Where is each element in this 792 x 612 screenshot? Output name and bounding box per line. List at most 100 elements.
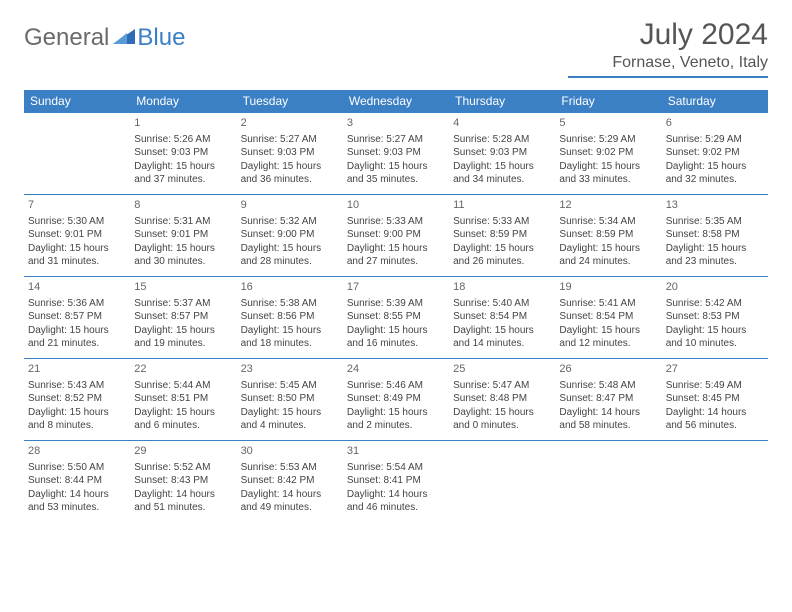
sunset-line: Sunset: 9:03 PM [347,146,445,160]
sunrise-line: Sunrise: 5:29 AM [559,133,657,147]
day-header: Saturday [662,90,768,113]
sunrise-line: Sunrise: 5:40 AM [453,297,551,311]
sunset-line: Sunset: 9:01 PM [28,228,126,242]
day-number: 16 [241,280,339,295]
calendar-cell: 5 Sunrise: 5:29 AMSunset: 9:02 PMDaylight… [555,113,661,195]
calendar-cell: 14Sunrise: 5:36 AMSunset: 8:57 PMDayligh… [24,277,130,359]
sunrise-line: Sunrise: 5:46 AM [347,379,445,393]
calendar-cell [24,113,130,195]
daylight-line: Daylight: 14 hours and 51 minutes. [134,488,232,515]
sunset-line: Sunset: 8:50 PM [241,392,339,406]
calendar-cell: 15Sunrise: 5:37 AMSunset: 8:57 PMDayligh… [130,277,236,359]
daylight-line: Daylight: 15 hours and 0 minutes. [453,406,551,433]
day-number: 25 [453,362,551,377]
daylight-line: Daylight: 15 hours and 33 minutes. [559,160,657,187]
sunrise-line: Sunrise: 5:33 AM [453,215,551,229]
daylight-line: Daylight: 15 hours and 24 minutes. [559,242,657,269]
day-number: 23 [241,362,339,377]
daylight-line: Daylight: 15 hours and 31 minutes. [28,242,126,269]
sunset-line: Sunset: 8:57 PM [28,310,126,324]
day-number: 2 [241,116,339,131]
sunrise-line: Sunrise: 5:37 AM [134,297,232,311]
calendar-cell: 12Sunrise: 5:34 AMSunset: 8:59 PMDayligh… [555,195,661,277]
sunset-line: Sunset: 8:52 PM [28,392,126,406]
calendar-cell: 19Sunrise: 5:41 AMSunset: 8:54 PMDayligh… [555,277,661,359]
sunrise-line: Sunrise: 5:53 AM [241,461,339,475]
day-number: 12 [559,198,657,213]
calendar-cell [449,441,555,523]
daylight-line: Daylight: 14 hours and 58 minutes. [559,406,657,433]
sunset-line: Sunset: 8:47 PM [559,392,657,406]
day-header: Friday [555,90,661,113]
day-number: 22 [134,362,232,377]
logo-triangle-icon [113,27,135,50]
calendar-cell: 6Sunrise: 5:29 AMSunset: 9:02 PMDaylight… [662,113,768,195]
calendar-cell: 8Sunrise: 5:31 AMSunset: 9:01 PMDaylight… [130,195,236,277]
calendar-row: 1Sunrise: 5:26 AMSunset: 9:03 PMDaylight… [24,113,768,195]
day-number: 9 [241,198,339,213]
calendar-row: 14Sunrise: 5:36 AMSunset: 8:57 PMDayligh… [24,277,768,359]
calendar-cell: 22Sunrise: 5:44 AMSunset: 8:51 PMDayligh… [130,359,236,441]
calendar-cell: 18Sunrise: 5:40 AMSunset: 8:54 PMDayligh… [449,277,555,359]
sunrise-line: Sunrise: 5:27 AM [241,133,339,147]
calendar-table: SundayMondayTuesdayWednesdayThursdayFrid… [24,90,768,523]
daylight-line: Daylight: 15 hours and 16 minutes. [347,324,445,351]
calendar-cell: 21Sunrise: 5:43 AMSunset: 8:52 PMDayligh… [24,359,130,441]
day-number: 7 [28,198,126,213]
day-number: 10 [347,198,445,213]
sunrise-line: Sunrise: 5:28 AM [453,133,551,147]
calendar-cell: 31Sunrise: 5:54 AMSunset: 8:41 PMDayligh… [343,441,449,523]
sunrise-line: Sunrise: 5:27 AM [347,133,445,147]
daylight-line: Daylight: 15 hours and 12 minutes. [559,324,657,351]
day-number: 31 [347,444,445,459]
calendar-row: 21Sunrise: 5:43 AMSunset: 8:52 PMDayligh… [24,359,768,441]
calendar-cell [662,441,768,523]
daylight-line: Daylight: 15 hours and 36 minutes. [241,160,339,187]
daylight-line: Daylight: 15 hours and 34 minutes. [453,160,551,187]
sunset-line: Sunset: 9:03 PM [453,146,551,160]
daylight-line: Daylight: 15 hours and 35 minutes. [347,160,445,187]
day-header: Monday [130,90,236,113]
daylight-line: Daylight: 15 hours and 28 minutes. [241,242,339,269]
sunset-line: Sunset: 9:01 PM [134,228,232,242]
daylight-line: Daylight: 15 hours and 2 minutes. [347,406,445,433]
sunrise-line: Sunrise: 5:54 AM [347,461,445,475]
sunset-line: Sunset: 9:03 PM [134,146,232,160]
calendar-cell: 11Sunrise: 5:33 AMSunset: 8:59 PMDayligh… [449,195,555,277]
day-number: 17 [347,280,445,295]
sunset-line: Sunset: 9:02 PM [666,146,764,160]
daylight-line: Daylight: 14 hours and 56 minutes. [666,406,764,433]
daylight-line: Daylight: 14 hours and 53 minutes. [28,488,126,515]
sunset-line: Sunset: 8:41 PM [347,474,445,488]
daylight-line: Daylight: 15 hours and 10 minutes. [666,324,764,351]
daylight-line: Daylight: 15 hours and 27 minutes. [347,242,445,269]
sunset-line: Sunset: 9:02 PM [559,146,657,160]
sunrise-line: Sunrise: 5:26 AM [134,133,232,147]
calendar-cell: 1Sunrise: 5:26 AMSunset: 9:03 PMDaylight… [130,113,236,195]
sunset-line: Sunset: 8:42 PM [241,474,339,488]
calendar-cell: 10Sunrise: 5:33 AMSunset: 9:00 PMDayligh… [343,195,449,277]
day-number: 5 [559,116,657,131]
day-number: 28 [28,444,126,459]
daylight-line: Daylight: 15 hours and 4 minutes. [241,406,339,433]
calendar-cell: 13Sunrise: 5:35 AMSunset: 8:58 PMDayligh… [662,195,768,277]
daylight-line: Daylight: 15 hours and 30 minutes. [134,242,232,269]
title-block: July 2024 Fornase, Veneto, Italy [568,18,768,78]
day-number: 1 [134,116,232,131]
day-number: 13 [666,198,764,213]
calendar-row: 28Sunrise: 5:50 AMSunset: 8:44 PMDayligh… [24,441,768,523]
sunrise-line: Sunrise: 5:38 AM [241,297,339,311]
calendar-cell: 29Sunrise: 5:52 AMSunset: 8:43 PMDayligh… [130,441,236,523]
header: General Blue July 2024 Fornase, Veneto, … [24,18,768,78]
sunrise-line: Sunrise: 5:34 AM [559,215,657,229]
calendar-cell [555,441,661,523]
sunset-line: Sunset: 8:56 PM [241,310,339,324]
sunrise-line: Sunrise: 5:39 AM [347,297,445,311]
daylight-line: Daylight: 15 hours and 32 minutes. [666,160,764,187]
sunrise-line: Sunrise: 5:35 AM [666,215,764,229]
page-title: July 2024 [568,18,768,52]
sunrise-line: Sunrise: 5:52 AM [134,461,232,475]
sunrise-line: Sunrise: 5:48 AM [559,379,657,393]
sunset-line: Sunset: 8:45 PM [666,392,764,406]
day-header: Sunday [24,90,130,113]
